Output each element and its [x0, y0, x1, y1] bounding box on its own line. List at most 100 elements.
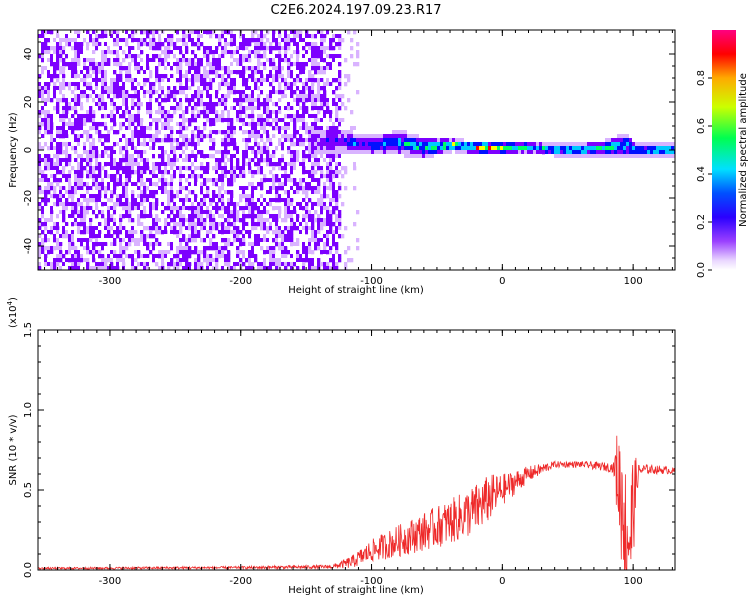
heatmap-cell	[251, 134, 255, 139]
heatmap-cell	[206, 166, 210, 171]
heatmap-cell	[71, 58, 75, 63]
heatmap-cell	[83, 226, 87, 231]
heatmap-cell	[125, 94, 129, 99]
heatmap-cell	[86, 250, 90, 255]
heatmap-cell	[89, 234, 93, 239]
heatmap-cell	[143, 154, 147, 159]
heatmap-cell	[59, 234, 63, 239]
heatmap-cell	[224, 218, 228, 223]
heatmap-cell	[251, 54, 255, 59]
heatmap-cell	[164, 118, 168, 123]
heatmap-cell	[266, 118, 270, 123]
heatmap-cell	[146, 254, 150, 259]
heatmap-cell	[326, 250, 330, 255]
heatmap-cell	[182, 182, 186, 187]
heatmap-cell	[116, 266, 120, 270]
heatmap-cell	[305, 246, 309, 251]
heatmap-cell	[134, 78, 138, 83]
heatmap-cell	[92, 246, 96, 251]
heatmap-cell	[71, 210, 75, 215]
heatmap-cell	[80, 218, 84, 223]
heatmap-cell	[185, 98, 189, 103]
heatmap-cell	[71, 74, 75, 79]
heatmap-cell	[296, 150, 300, 155]
heatmap-cell	[275, 142, 279, 147]
heatmap-cell	[305, 190, 309, 195]
heatmap-cell	[62, 230, 66, 235]
heatmap-cell	[281, 122, 285, 127]
heatmap-cell	[290, 90, 294, 95]
heatmap-cell	[263, 238, 267, 243]
heatmap-cell	[62, 50, 66, 55]
heatmap-cell	[95, 202, 99, 207]
heatmap-cell	[266, 258, 270, 263]
heatmap-cell	[350, 38, 354, 43]
heatmap-cell	[191, 66, 195, 71]
heatmap-cell	[227, 242, 231, 247]
heatmap-cell	[47, 74, 51, 79]
heatmap-cell	[338, 186, 342, 191]
heatmap-cell	[257, 102, 261, 107]
heatmap-cell	[266, 226, 270, 231]
heatmap-cell	[122, 194, 126, 199]
heatmap-cell	[230, 138, 234, 143]
heatmap-cell	[104, 102, 108, 107]
heatmap-cell	[167, 170, 171, 175]
heatmap-cell	[332, 78, 336, 83]
heatmap-cell	[119, 42, 123, 47]
heatmap-cell	[101, 242, 105, 247]
heatmap-cell	[173, 226, 177, 231]
heatmap-cell	[263, 226, 267, 231]
heatmap-cell	[62, 106, 66, 111]
heatmap-cell	[284, 30, 288, 35]
heatmap-cell	[152, 30, 156, 35]
heatmap-cell	[224, 246, 228, 251]
heatmap-cell	[92, 122, 96, 127]
heatmap-cell	[122, 178, 126, 183]
heatmap-cell	[245, 94, 249, 99]
heatmap-cell	[161, 70, 165, 75]
heatmap-cell	[323, 90, 327, 95]
heatmap-cell	[218, 186, 222, 191]
heatmap-cell	[317, 246, 321, 251]
heatmap-cell	[257, 242, 261, 247]
heatmap-cell	[206, 50, 210, 55]
heatmap-cell	[119, 62, 123, 67]
heatmap-cell	[236, 82, 240, 87]
heatmap-cell	[131, 102, 135, 107]
heatmap-cell	[329, 186, 333, 191]
heatmap-cell	[65, 98, 69, 103]
heatmap-cell	[308, 38, 312, 43]
heatmap-cell	[38, 262, 42, 267]
heatmap-cell	[332, 186, 336, 191]
heatmap-cell	[41, 198, 45, 203]
heatmap-cell	[266, 130, 270, 135]
heatmap-cell	[41, 94, 45, 99]
heatmap-cell	[95, 214, 99, 219]
heatmap-cell	[113, 66, 117, 71]
heatmap-cell	[161, 262, 165, 267]
heatmap-cell	[332, 126, 336, 131]
heatmap-cell	[101, 182, 105, 187]
heatmap-cell	[236, 150, 240, 155]
heatmap-cell	[296, 62, 300, 67]
heatmap-cell	[308, 222, 312, 227]
heatmap-cell	[293, 206, 297, 211]
heatmap-cell	[116, 142, 120, 147]
heatmap-cell	[41, 238, 45, 243]
heatmap-cell	[326, 262, 330, 267]
heatmap-cell	[59, 46, 63, 51]
heatmap-cell	[224, 102, 228, 107]
heatmap-cell	[167, 66, 171, 71]
heatmap-cell	[227, 74, 231, 79]
heatmap-cell	[86, 162, 90, 167]
heatmap-cell	[224, 150, 228, 155]
heatmap-cell	[296, 138, 300, 143]
heatmap-cell	[173, 194, 177, 199]
heatmap-cell	[131, 226, 135, 231]
heatmap-cell	[86, 86, 90, 91]
heatmap-cell	[311, 142, 315, 147]
heatmap-cell	[140, 162, 144, 167]
heatmap-cell	[158, 210, 162, 215]
heatmap-cell	[50, 58, 54, 63]
